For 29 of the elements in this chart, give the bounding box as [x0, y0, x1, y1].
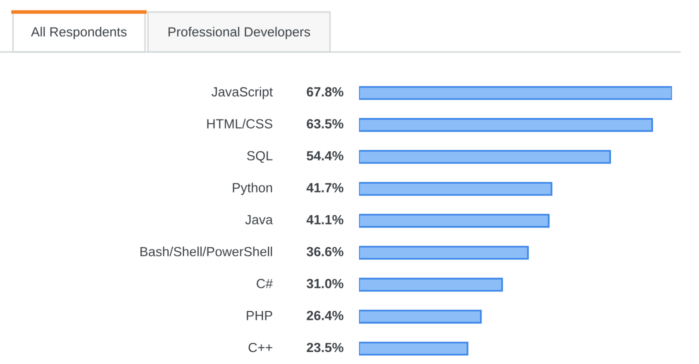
- bar: [359, 118, 653, 132]
- data-label: 26.4%: [306, 310, 344, 320]
- bar: [359, 342, 468, 356]
- bar: [359, 86, 672, 100]
- text: Professional Developers: [168, 26, 310, 40]
- data-label: 41.1%: [306, 215, 344, 224]
- text: All Respondents: [30, 26, 127, 40]
- y-tick-label: Bash/Shell/PowerShell: [140, 246, 272, 256]
- data-label: 54.4%: [306, 151, 344, 160]
- data-label: 67.8%: [306, 87, 344, 97]
- y-tick-label: HTML/CSS: [207, 118, 272, 128]
- y-tick-label: PHP: [246, 311, 272, 320]
- bar: [359, 310, 482, 324]
- bar: [359, 182, 552, 196]
- data-label: 41.7%: [306, 183, 344, 192]
- y-tick-label: SQL: [247, 151, 272, 163]
- data-label: 63.5%: [306, 119, 344, 128]
- data-label: 36.6%: [306, 246, 344, 256]
- bar: [359, 150, 611, 164]
- bar: [359, 278, 503, 292]
- y-tick-label: Java: [245, 215, 273, 224]
- y-tick-label: JavaScript: [212, 86, 273, 100]
- y-tick-label: C++: [248, 342, 272, 352]
- y-tick-label: Python: [232, 182, 272, 195]
- bar: [359, 214, 550, 228]
- y-tick-label: C#: [256, 278, 273, 288]
- bar: [359, 246, 529, 260]
- data-label: 31.0%: [306, 278, 344, 288]
- data-label: 23.5%: [306, 342, 344, 352]
